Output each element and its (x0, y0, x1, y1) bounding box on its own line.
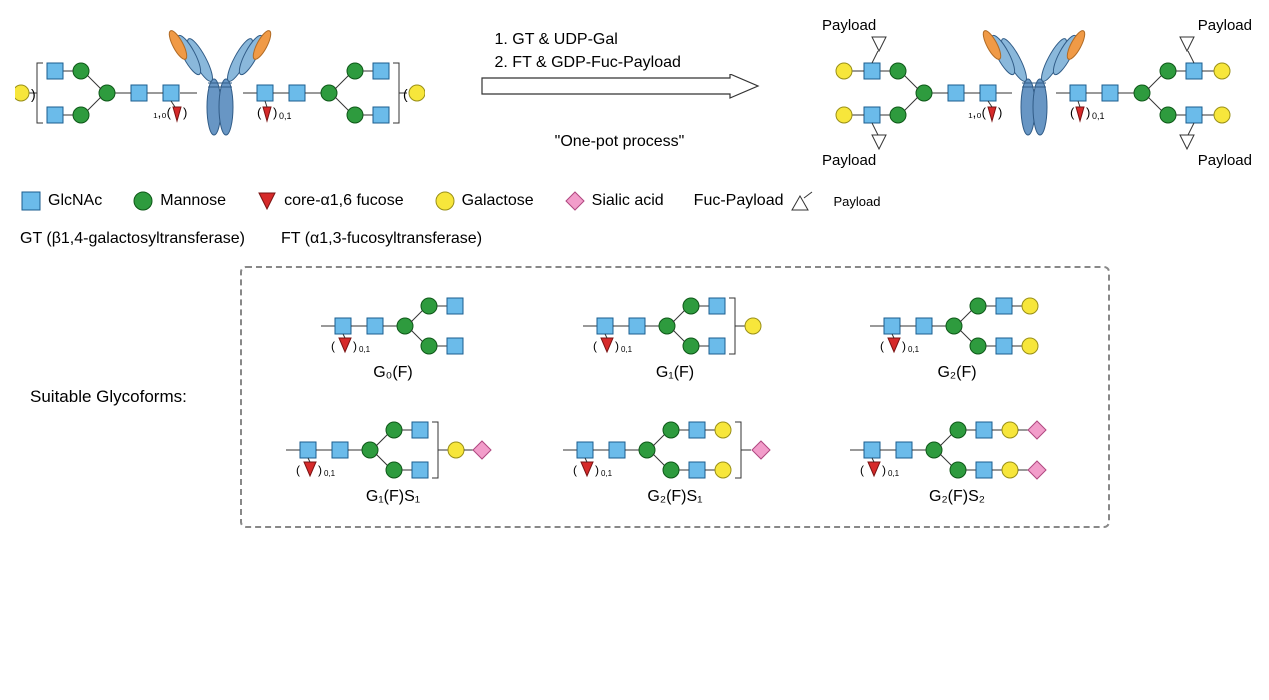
svg-text:): ) (595, 463, 599, 477)
glycoform-g2f: ( )0,1 (836, 288, 1078, 382)
fucpayload-icon (790, 188, 834, 214)
glycoform-g1fs1-label: G₁(F)S₁ (366, 488, 420, 506)
reaction-step-1: 1. GT & UDP-Gal (495, 29, 765, 51)
legend-mannose-label: Mannose (160, 192, 226, 210)
glycoform-g1fs1: ( )0,1 (272, 412, 514, 506)
mannose-icon (133, 191, 153, 211)
substrate-antibody-complex: ₁,₀( ) (15, 25, 425, 155)
svg-text:0,1: 0,1 (324, 469, 336, 478)
svg-text:0,1: 0,1 (908, 345, 920, 354)
right-glycan: ( ) 0,1 ( ) 0,1,2 (243, 63, 425, 123)
legend-fucpayload: Fuc-Payload Payload (694, 190, 881, 212)
legend-galactose-label: Galactose (462, 192, 534, 210)
reaction-row: ₁,₀( ) (10, 20, 1259, 160)
svg-text:): ) (902, 339, 906, 353)
svg-text:0,1: 0,1 (601, 469, 613, 478)
legend-sialic-label: Sialic acid (592, 192, 664, 210)
legend-glcnac-label: GlcNAc (48, 192, 102, 210)
payload-label-3: Payload (822, 152, 876, 169)
glycoform-g2fs1-label: G₂(F)S₁ (647, 488, 702, 506)
one-pot-label: "One-pot process" (475, 133, 765, 151)
svg-text:(: ( (257, 105, 262, 120)
svg-text:0,1: 0,1 (279, 111, 292, 121)
svg-text:₁,₀(: ₁,₀( (153, 105, 171, 120)
glycoforms-title: Suitable Glycoforms: (10, 387, 210, 407)
svg-text:): ) (1086, 105, 1090, 120)
legend-sialic: Sialic acid (564, 190, 664, 212)
legend-payload-text: Payload (834, 194, 881, 209)
svg-text:0,1: 0,1 (1092, 111, 1105, 121)
glycoform-g1f: ( )0,1 (554, 288, 796, 382)
payload-label-4: Payload (1198, 152, 1252, 169)
svg-text:): ) (273, 105, 277, 120)
sialic-icon (565, 191, 585, 211)
legend-glcnac: GlcNAc (20, 190, 102, 212)
glycoform-g0f-label: G₀(F) (373, 364, 413, 382)
legend-galactose: Galactose (434, 190, 534, 212)
svg-text:(: ( (296, 463, 300, 477)
svg-text:): ) (353, 339, 357, 353)
glycoform-g0f: ( )0,1 G₀(F) (272, 288, 514, 382)
svg-text:0,1: 0,1 (621, 345, 633, 354)
glycoform-g2fs2: ( )0,1 (836, 412, 1078, 506)
legend-gt: GT (β1,4-galactosyltransferase) (20, 230, 245, 248)
payload-label-1: Payload (822, 17, 876, 34)
galactose-icon (435, 191, 455, 211)
reaction-step-2: 2. FT & GDP-Fuc-Payload (495, 52, 765, 74)
svg-text:0,1: 0,1 (888, 469, 900, 478)
glcnac-icon (21, 191, 41, 211)
svg-text:(: ( (880, 339, 884, 353)
legend-corefuc: core-α1,6 fucose (256, 190, 404, 212)
glycoforms-box: ( )0,1 G₀(F) (240, 266, 1110, 528)
corefuc-icon (257, 191, 277, 211)
svg-text:(: ( (1070, 105, 1075, 120)
svg-text:(: ( (331, 339, 335, 353)
reaction-arrow-section: 1. GT & UDP-Gal 2. FT & GDP-Fuc-Payload … (475, 29, 765, 151)
legend: GlcNAc Mannose core-α1,6 fucose Galactos… (10, 190, 1259, 248)
svg-text:(: ( (403, 86, 408, 102)
svg-text:): ) (998, 105, 1002, 120)
left-glycan: ₁,₀( ) (15, 63, 197, 123)
legend-fucpayload-label: Fuc-Payload (694, 192, 784, 210)
svg-text:): ) (882, 463, 886, 477)
product-antibody-complex: Payload Payload Payload Payload ₁,₀( (814, 25, 1254, 155)
glycoforms-section: Suitable Glycoforms: ( )0,1 (10, 266, 1259, 528)
glycoform-g2fs2-label: G₂(F)S₂ (929, 488, 985, 506)
glycoform-g2f-label: G₂(F) (937, 364, 976, 382)
reaction-arrow-icon (480, 74, 760, 104)
legend-mannose: Mannose (132, 190, 226, 212)
svg-text:0,1: 0,1 (359, 345, 371, 354)
glycoform-g1f-label: G₁(F) (656, 364, 694, 382)
payload-label-2: Payload (1198, 17, 1252, 34)
svg-text:(: ( (860, 463, 864, 477)
svg-text:): ) (183, 105, 187, 120)
svg-text:): ) (31, 86, 36, 102)
svg-text:₁,₀(: ₁,₀( (968, 105, 986, 120)
legend-ft: FT (α1,3-fucosyltransferase) (281, 230, 482, 248)
svg-text:): ) (318, 463, 322, 477)
svg-text:(: ( (593, 339, 597, 353)
svg-text:(: ( (573, 463, 577, 477)
legend-corefuc-label: core-α1,6 fucose (284, 192, 404, 210)
glycoform-g2fs1: ( )0,1 (554, 412, 796, 506)
svg-text:): ) (615, 339, 619, 353)
